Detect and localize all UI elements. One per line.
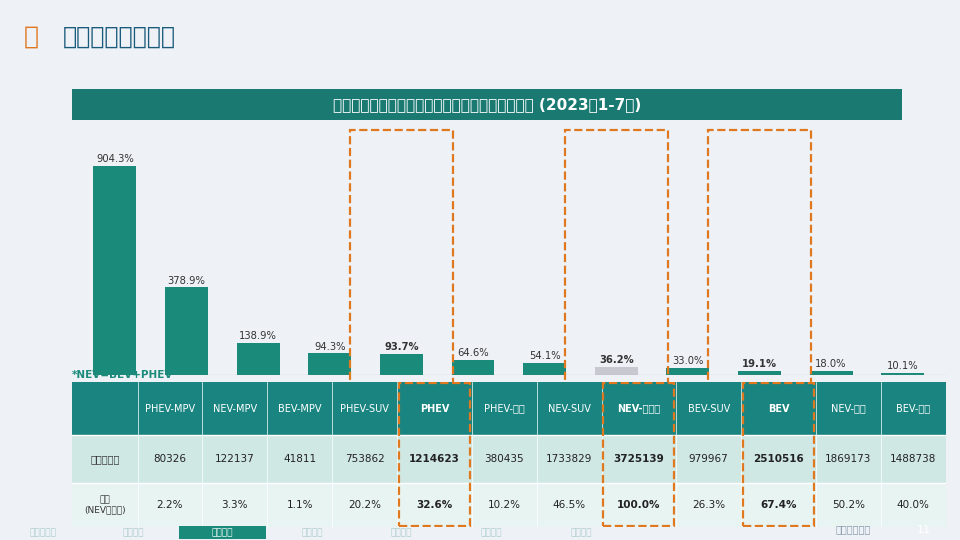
Bar xyxy=(743,382,814,526)
Text: 32.6%: 32.6% xyxy=(417,500,452,510)
Text: BEV: BEV xyxy=(768,403,789,414)
Bar xyxy=(738,371,780,375)
Bar xyxy=(595,367,637,375)
Bar xyxy=(165,287,208,375)
Text: 20.2%: 20.2% xyxy=(348,500,381,510)
Text: 3725139: 3725139 xyxy=(613,454,664,464)
Bar xyxy=(72,483,946,526)
Text: PHEV-轿车: PHEV-轿车 xyxy=(484,403,524,414)
Text: 企业市场: 企业市场 xyxy=(570,528,591,537)
Text: 10.1%: 10.1% xyxy=(887,361,919,371)
Text: 2510516: 2510516 xyxy=(753,454,804,464)
Text: NEV-SUV: NEV-SUV xyxy=(548,403,590,414)
Bar xyxy=(349,130,453,389)
Text: 380435: 380435 xyxy=(485,454,524,464)
Bar xyxy=(72,382,946,435)
Text: 67.4%: 67.4% xyxy=(760,500,797,510)
Text: 138.9%: 138.9% xyxy=(239,331,277,341)
Bar xyxy=(308,354,351,375)
Text: 新能源市场各车型不同技术类型增速、销量和份额 (2023年1-7月): 新能源市场各车型不同技术类型增速、销量和份额 (2023年1-7月) xyxy=(333,97,641,112)
Text: BEV-轿车: BEV-轿车 xyxy=(896,403,930,414)
Text: 》: 》 xyxy=(24,24,39,48)
Text: 50.2%: 50.2% xyxy=(831,500,865,510)
FancyBboxPatch shape xyxy=(180,525,266,539)
Text: 新能源市场: 新能源市场 xyxy=(30,528,57,537)
Text: 10.2%: 10.2% xyxy=(488,500,520,510)
Text: 93.7%: 93.7% xyxy=(384,342,419,352)
Text: NEV-MPV: NEV-MPV xyxy=(213,403,257,414)
Text: 26.3%: 26.3% xyxy=(692,500,725,510)
Text: 80326: 80326 xyxy=(154,454,186,464)
Text: 33.0%: 33.0% xyxy=(672,356,704,366)
Text: 54.1%: 54.1% xyxy=(529,351,561,361)
Text: 车型大类细分市场: 车型大类细分市场 xyxy=(62,24,176,48)
Text: 深度分析报告: 深度分析报告 xyxy=(835,524,871,535)
Text: 细分市场: 细分市场 xyxy=(301,528,323,537)
Text: 979967: 979967 xyxy=(689,454,729,464)
Text: 1214623: 1214623 xyxy=(409,454,460,464)
Bar xyxy=(72,435,946,483)
Text: 11: 11 xyxy=(917,524,931,535)
Text: 份额
(NEV总市场): 份额 (NEV总市场) xyxy=(84,495,126,515)
Text: 销量（辆）: 销量（辆） xyxy=(90,454,119,464)
Text: 64.6%: 64.6% xyxy=(457,348,489,359)
Text: BEV-MPV: BEV-MPV xyxy=(278,403,322,414)
Bar xyxy=(237,343,279,375)
Bar xyxy=(603,382,675,526)
Text: 1733829: 1733829 xyxy=(546,454,592,464)
Bar xyxy=(523,363,566,375)
Text: 904.3%: 904.3% xyxy=(96,154,133,164)
Text: 1.1%: 1.1% xyxy=(286,500,313,510)
Text: 46.5%: 46.5% xyxy=(553,500,586,510)
Text: 378.9%: 378.9% xyxy=(168,275,205,286)
Text: 1488738: 1488738 xyxy=(890,454,936,464)
Text: BEV-SUV: BEV-SUV xyxy=(687,403,730,414)
Text: 技术类型: 技术类型 xyxy=(122,528,144,537)
Text: NEV-轿车: NEV-轿车 xyxy=(830,403,866,414)
Text: 1869173: 1869173 xyxy=(825,454,872,464)
Text: NEV-总市场: NEV-总市场 xyxy=(617,403,660,414)
Text: 19.1%: 19.1% xyxy=(742,359,777,369)
Text: 2.2%: 2.2% xyxy=(156,500,183,510)
Text: 3.3%: 3.3% xyxy=(222,500,248,510)
Text: 出口市场: 出口市场 xyxy=(480,528,502,537)
Text: 车型大类: 车型大类 xyxy=(211,528,233,537)
Text: PHEV-MPV: PHEV-MPV xyxy=(145,403,195,414)
Text: 41811: 41811 xyxy=(283,454,317,464)
Text: 销量市场: 销量市场 xyxy=(391,528,413,537)
Bar xyxy=(399,382,470,526)
Text: 40.0%: 40.0% xyxy=(897,500,929,510)
Text: PHEV: PHEV xyxy=(420,403,449,414)
Bar xyxy=(380,354,422,375)
Bar xyxy=(666,368,709,375)
Bar xyxy=(93,166,136,375)
Bar xyxy=(708,130,811,389)
Bar xyxy=(881,373,924,375)
Text: 122137: 122137 xyxy=(215,454,254,464)
Text: 100.0%: 100.0% xyxy=(617,500,660,510)
Text: PHEV-SUV: PHEV-SUV xyxy=(340,403,389,414)
Bar xyxy=(809,371,852,375)
Bar xyxy=(564,130,668,389)
Text: 94.3%: 94.3% xyxy=(314,342,346,352)
Text: 36.2%: 36.2% xyxy=(599,355,634,365)
Text: 18.0%: 18.0% xyxy=(815,359,847,369)
Text: 753862: 753862 xyxy=(345,454,385,464)
Bar xyxy=(451,360,494,375)
Text: *NEV=BEV+PHEV: *NEV=BEV+PHEV xyxy=(72,369,174,380)
